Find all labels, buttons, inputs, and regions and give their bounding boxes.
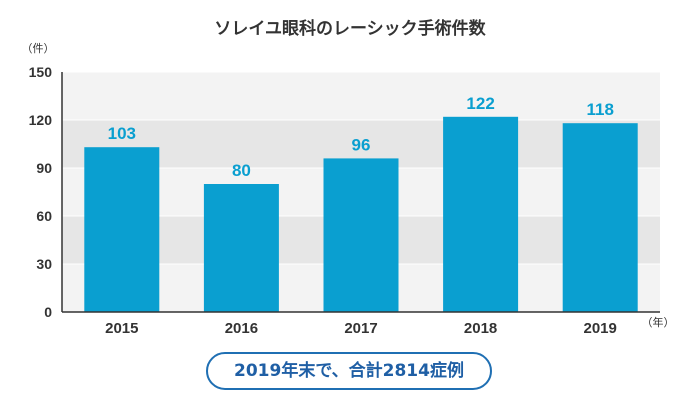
y-tick-label: 90 [36, 160, 52, 176]
data-label: 122 [466, 94, 494, 113]
y-axis-unit: （件） [22, 42, 55, 55]
summary-text: 2019年末で、合計2814症例 [234, 361, 464, 381]
x-tick-label: 2018 [464, 320, 497, 337]
y-tick-label: 0 [44, 304, 52, 320]
data-label: 96 [352, 135, 371, 154]
bar [562, 123, 638, 312]
x-tick-label: 2015 [105, 320, 138, 337]
axes-group [61, 72, 660, 313]
y-tick-label: 150 [29, 64, 53, 80]
plot-band [62, 72, 660, 120]
bar [84, 147, 160, 312]
x-tick-label: 2016 [225, 320, 258, 337]
x-tick-labels: 2015 2016 2017 2018 2019 [105, 320, 617, 337]
bar-chart: ソレイユ眼科のレーシック手術件数 （件） （年） 0 30 60 90 120 150 2… [22, 18, 675, 337]
x-axis-unit: （年） [642, 315, 675, 329]
bar [443, 116, 519, 312]
chart-title: ソレイユ眼科のレーシック手術件数 [214, 18, 486, 39]
summary-badge: 2019年末で、合計2814症例 [206, 352, 492, 390]
x-tick-label: 2017 [344, 320, 377, 337]
y-tick-labels: 0 30 60 90 120 150 [29, 64, 53, 320]
y-tick-label: 30 [36, 256, 52, 272]
bars-group [84, 116, 638, 312]
x-tick-label: 2019 [584, 320, 617, 337]
data-labels: 103 80 96 122 118 [108, 94, 614, 180]
bar [323, 158, 399, 312]
data-label: 80 [232, 161, 251, 180]
bar [203, 184, 279, 312]
y-tick-label: 60 [36, 208, 52, 224]
y-tick-label: 120 [29, 112, 53, 128]
data-label: 103 [108, 124, 136, 143]
data-label: 118 [586, 100, 613, 119]
